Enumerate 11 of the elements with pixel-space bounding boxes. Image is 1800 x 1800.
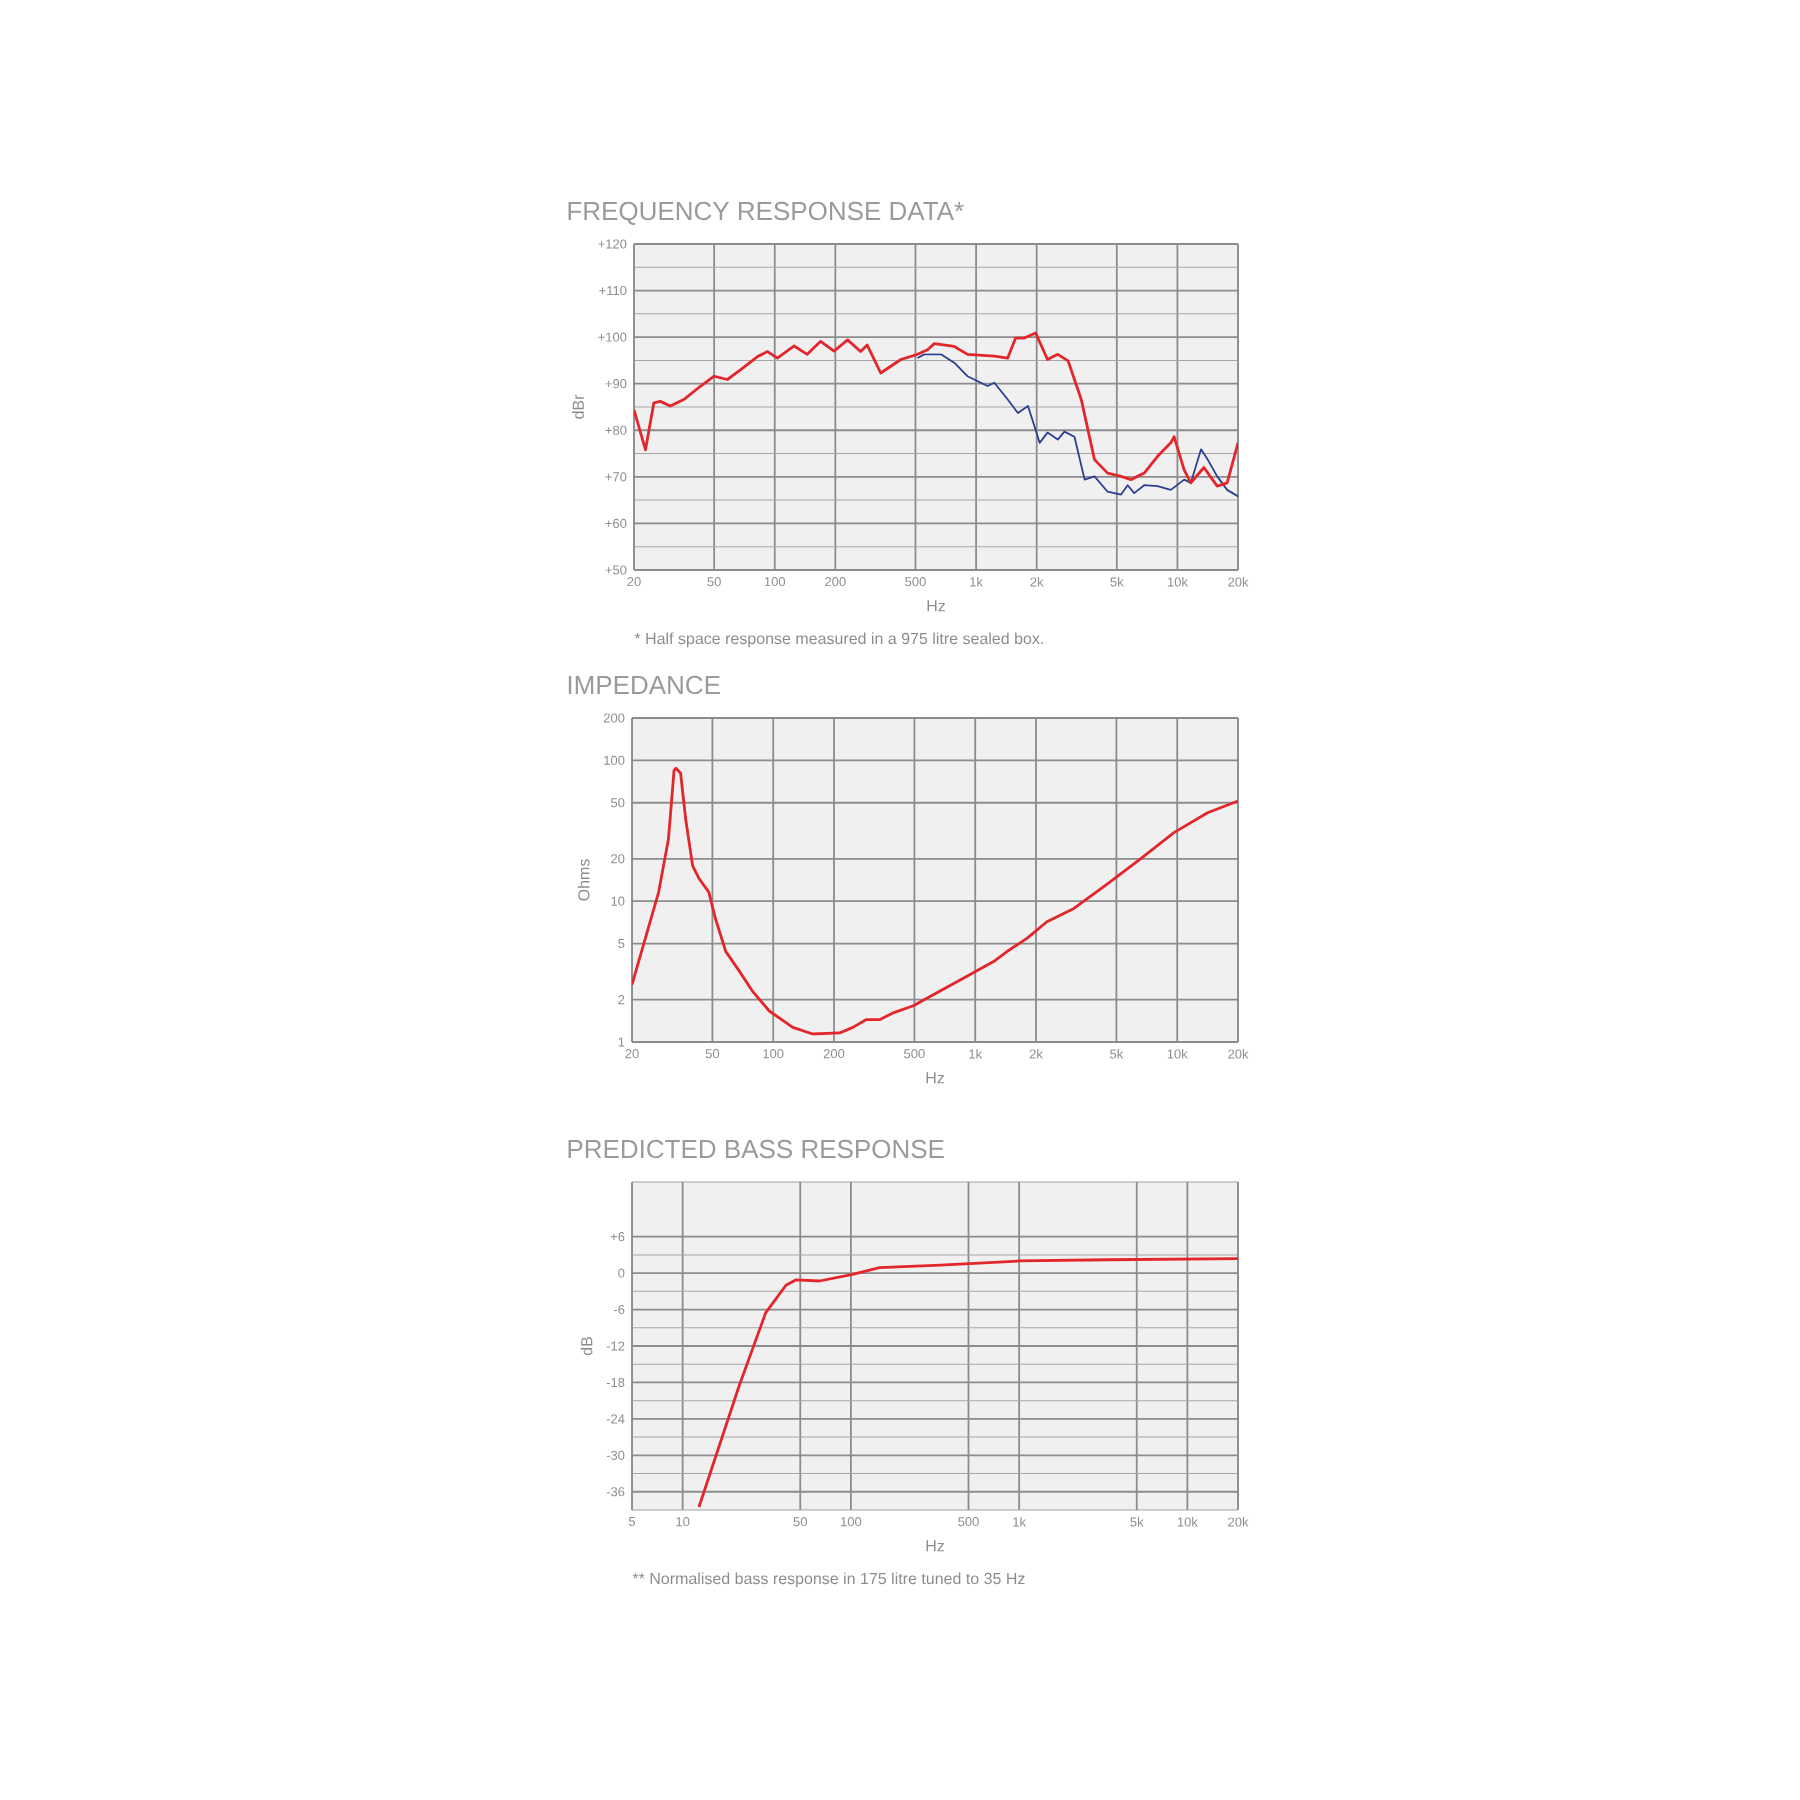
chart-title: IMPEDANCE: [568, 675, 720, 695]
y-axis-title: Ohms: [577, 859, 590, 901]
x-axis-title: Hz: [926, 1072, 944, 1084]
chart-title: PREDICTED BASS RESPONSE: [568, 1139, 944, 1159]
y-axis-title: dB: [580, 1337, 593, 1356]
y-axis-title: dBr: [572, 394, 584, 419]
x-axis-title: Hz: [926, 1540, 944, 1552]
text: ** Normalised bass response in 175 litre tuned to 35 Hz: [632, 1572, 1025, 1588]
text: * Half space response measured in a 975 litre sealed box.: [634, 632, 1043, 648]
x-axis-title: Hz: [927, 600, 946, 612]
chart-title: FREQUENCY RESPONSE DATA*: [568, 201, 964, 225]
